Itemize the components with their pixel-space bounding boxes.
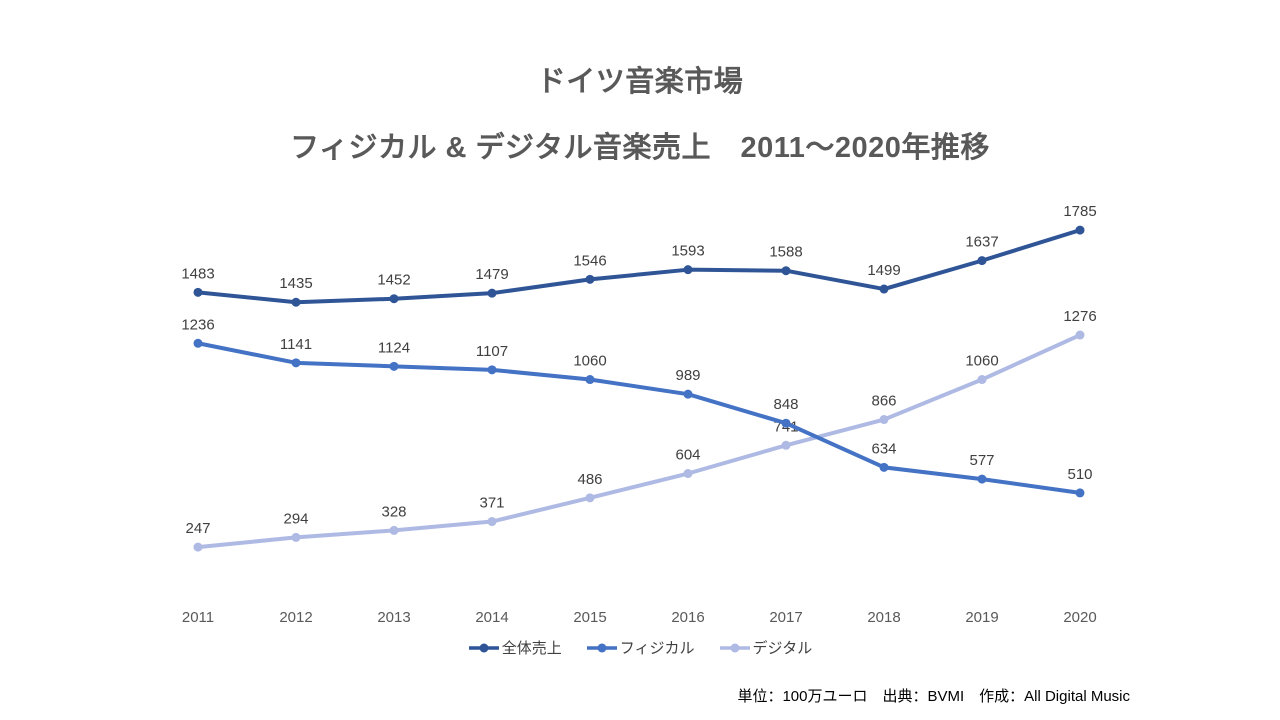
- series-2-marker: [1075, 330, 1085, 340]
- series-1-marker: [1075, 488, 1085, 498]
- series-1-marker: [977, 474, 987, 484]
- series-0-marker: [389, 294, 399, 304]
- chart-legend: 全体売上 フィジカル デジタル: [0, 637, 1280, 658]
- series-2-data-label: 1060: [965, 353, 998, 370]
- series-2-data-label: 604: [675, 447, 700, 464]
- series-1-data-label: 1236: [181, 316, 214, 333]
- series-1-data-label: 989: [675, 367, 700, 384]
- series-2-marker: [781, 440, 791, 450]
- series-2-data-label: 866: [871, 393, 896, 410]
- legend-dot: [479, 643, 489, 652]
- series-1-data-label: 1060: [573, 353, 606, 370]
- series-1-marker: [487, 365, 497, 375]
- chart-title: ドイツ音楽市場: [536, 66, 744, 98]
- series-2-data-label: 486: [577, 471, 602, 488]
- legend-line-marker-icon: [719, 643, 750, 652]
- series-0-data-label: 1483: [181, 265, 214, 282]
- x-axis-label: 2015: [573, 609, 606, 626]
- legend-line-marker-icon: [468, 643, 499, 652]
- legend-label: フィジカル: [619, 640, 695, 657]
- legend-item-0: 全体売上: [468, 637, 562, 658]
- x-axis-label: 2013: [377, 609, 410, 626]
- series-1-marker: [291, 358, 301, 368]
- legend-dot: [597, 643, 607, 652]
- legend-dot: [730, 643, 739, 652]
- series-2-data-label: 294: [283, 510, 308, 527]
- series-0-marker: [879, 284, 889, 294]
- series-2-marker: [879, 415, 889, 425]
- series-1-data-label: 1124: [378, 339, 410, 356]
- series-1-marker: [585, 375, 595, 385]
- legend-label: 全体売上: [501, 640, 562, 657]
- chart-subtitle: フィジカル & デジタル音楽売上 2011～2020年推移: [290, 132, 990, 164]
- series-1-data-label: 848: [773, 396, 798, 413]
- series-0-data-label: 1546: [573, 252, 606, 269]
- x-axis-label: 2017: [769, 609, 802, 626]
- series-0-data-label: 1588: [769, 244, 802, 261]
- series-2-marker: [291, 532, 301, 542]
- series-line-0: [196, 228, 1082, 305]
- legend-line-marker-icon: [586, 643, 617, 652]
- series-0-marker: [193, 287, 203, 297]
- series-2-marker: [977, 375, 987, 385]
- series-0-marker: [683, 265, 693, 275]
- series-0-data-label: 1435: [279, 275, 312, 292]
- series-2-data-label: 371: [479, 495, 504, 512]
- series-1-data-label: 1141: [280, 336, 312, 353]
- series-0-data-label: 1479: [475, 266, 508, 283]
- series-0-marker: [781, 266, 791, 276]
- series-2-marker: [683, 469, 693, 479]
- legend-label: デジタル: [752, 640, 813, 657]
- series-2-marker: [487, 517, 497, 527]
- series-0-marker: [585, 274, 595, 284]
- series-1-data-label: 1107: [476, 343, 508, 360]
- x-axis-label: 2016: [671, 609, 704, 626]
- series-line-1: [196, 341, 1082, 495]
- series-2-data-label: 247: [185, 520, 210, 537]
- series-0-marker: [1075, 225, 1085, 235]
- series-1-data-label: 577: [969, 452, 994, 469]
- series-0-data-label: 1785: [1063, 203, 1096, 220]
- series-0-marker: [291, 297, 301, 307]
- x-axis-label: 2018: [867, 609, 900, 626]
- series-1-data-label: 510: [1067, 466, 1092, 483]
- series-0-marker: [487, 288, 497, 298]
- source-note: 単位：100万ユーロ 出典：BVMI 作成：All Digital Music: [737, 688, 1130, 705]
- series-1-marker: [193, 338, 203, 348]
- x-axis-label: 2020: [1063, 609, 1096, 626]
- series-0-data-label: 1499: [867, 262, 900, 279]
- series-2-marker: [389, 525, 399, 535]
- series-1-marker: [389, 361, 399, 371]
- legend-item-2: デジタル: [719, 637, 813, 658]
- x-axis-label: 2014: [475, 609, 508, 626]
- series-2-marker: [193, 542, 203, 552]
- series-0-marker: [977, 256, 987, 266]
- x-axis-label: 2012: [279, 609, 312, 626]
- series-2-data-label: 1276: [1063, 308, 1096, 325]
- series-0-data-label: 1637: [965, 234, 998, 251]
- series-line-2: [196, 333, 1082, 550]
- series-1-marker: [683, 389, 693, 399]
- series-1-marker: [879, 462, 889, 472]
- series-1-data-label: 634: [871, 440, 896, 457]
- x-axis-label: 2011: [182, 609, 214, 626]
- x-axis-label: 2019: [965, 609, 998, 626]
- series-2-marker: [585, 493, 595, 503]
- legend-item-1: フィジカル: [586, 637, 695, 658]
- series-0-data-label: 1452: [377, 272, 410, 289]
- series-0-data-label: 1593: [671, 243, 704, 260]
- series-1-marker: [781, 418, 791, 428]
- series-2-data-label: 328: [381, 503, 406, 520]
